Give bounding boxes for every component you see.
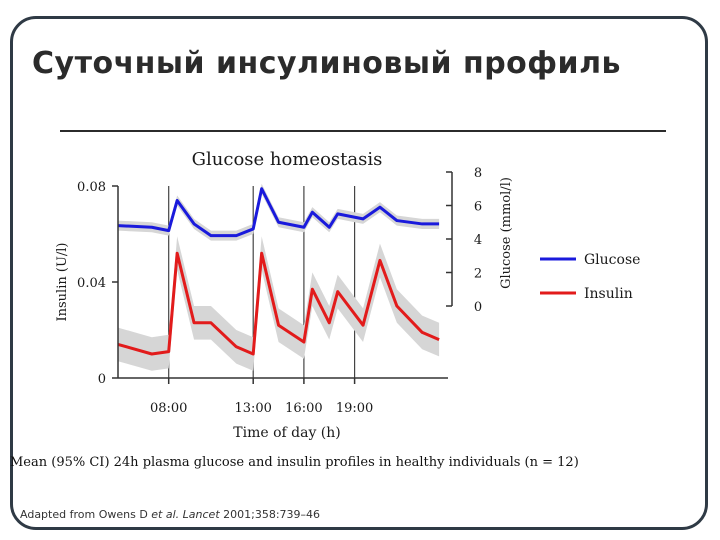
y-left-tick-label: 0 xyxy=(98,372,106,387)
y-right-tick-label: 2 xyxy=(474,267,482,282)
y-left-tick-label: 0.08 xyxy=(77,180,106,195)
insulin-line xyxy=(117,251,440,356)
source-prefix: Adapted from Owens D xyxy=(20,508,152,521)
source-citation: Adapted from Owens D et al. Lancet 2001;… xyxy=(20,508,320,521)
insulin-ci-band xyxy=(118,236,440,371)
y-right-tick-label: 4 xyxy=(474,233,482,248)
x-tick-label: 16:00 xyxy=(285,401,322,416)
y-right-tick-label: 0 xyxy=(474,300,482,315)
source-ref: 2001;358:739–46 xyxy=(219,508,321,521)
axis-ticks: 08:00 13:00 16:00 19:00 0 0.04 0.08 0 2 4 6 8 xyxy=(77,166,482,416)
y-axis-right-label: Glucose (mmol/l) xyxy=(499,177,514,289)
confidence-bands xyxy=(118,183,440,371)
slide-frame xyxy=(10,16,708,530)
slide-title: Суточный инсулиновый профиль xyxy=(32,46,622,81)
legend-insulin-label: Insulin xyxy=(584,286,633,302)
legend-glucose-label: Glucose xyxy=(584,252,640,268)
figure-caption: Mean (95% CI) 24h plasma glucose and ins… xyxy=(10,455,579,470)
title-divider xyxy=(60,130,666,132)
source-journal: Lancet xyxy=(182,508,220,521)
chart-title: Glucose homeostasis xyxy=(192,149,383,170)
chart-gridlines xyxy=(168,186,356,378)
x-tick-label: 19:00 xyxy=(336,401,373,416)
y-left-tick-label: 0.04 xyxy=(77,276,106,291)
y-axis-left-label: Insulin (U/l) xyxy=(55,242,70,321)
y-right-tick-label: 6 xyxy=(474,200,482,215)
legend: Glucose Insulin xyxy=(540,252,640,302)
x-axis-label: Time of day (h) xyxy=(233,425,341,441)
series-lines xyxy=(117,187,440,356)
y-right-tick-label: 8 xyxy=(474,166,482,181)
x-tick-label: 08:00 xyxy=(150,401,187,416)
glucose-line xyxy=(117,187,440,238)
glucose-ci-band xyxy=(118,183,440,241)
source-etal: et al. xyxy=(151,508,180,521)
x-tick-label: 13:00 xyxy=(234,401,271,416)
